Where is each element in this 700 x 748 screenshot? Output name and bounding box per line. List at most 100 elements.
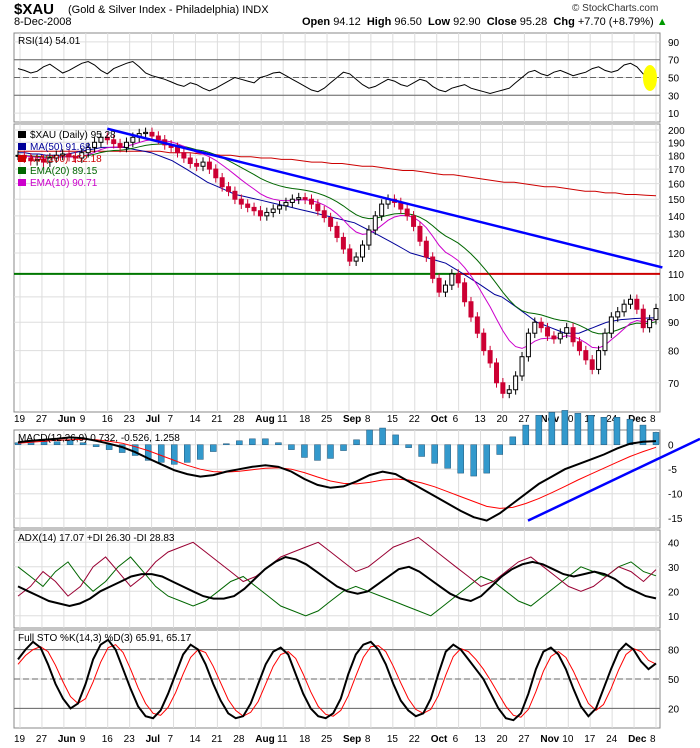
candle-body xyxy=(85,146,91,154)
x-tick-label: 11 xyxy=(277,734,288,745)
candle-body xyxy=(583,350,589,361)
candle-body xyxy=(187,157,193,164)
x-tick-label: 14 xyxy=(189,734,201,745)
candle-body xyxy=(200,161,206,167)
macd-histogram-bar xyxy=(105,444,113,450)
y-tick-label: 170 xyxy=(668,165,685,176)
quote-bar: Open 94.12 High 96.50 Low 92.90 Close 95… xyxy=(302,16,668,28)
candle-body xyxy=(372,215,378,231)
candle-body xyxy=(251,206,257,212)
rsi-highlight-marker xyxy=(643,65,657,91)
candle-body xyxy=(462,282,468,303)
x-tick-label: 20 xyxy=(496,414,508,425)
candle-body xyxy=(525,332,531,358)
x-tick-label: 27 xyxy=(518,734,530,745)
candle-body xyxy=(353,256,359,262)
x-tick-label: 9 xyxy=(80,734,86,745)
macd-histogram-bar xyxy=(431,444,438,464)
candle-body xyxy=(494,362,499,384)
brand-label: © StockCharts.com xyxy=(572,3,659,14)
candle-body xyxy=(28,157,34,162)
candle-body xyxy=(72,156,78,159)
adx-line xyxy=(17,555,657,608)
candle-body xyxy=(532,321,538,334)
candle-body xyxy=(621,303,627,313)
candle-body xyxy=(308,198,314,205)
macd-histogram-bar xyxy=(600,417,608,445)
legend-swatch xyxy=(18,143,26,150)
x-tick-label: 14 xyxy=(189,414,201,425)
candle-body xyxy=(436,277,442,293)
macd-histogram-bar xyxy=(288,444,295,450)
candle-body xyxy=(500,382,506,394)
candle-body xyxy=(411,215,417,227)
y-tick-label: 70 xyxy=(668,379,680,390)
symbol-name: (Gold & Silver Index - Philadelphia) IND… xyxy=(68,4,269,16)
legend-ma200: MA(200) 152.18 xyxy=(30,154,102,165)
x-tick-label: 20 xyxy=(496,734,508,745)
x-tick-label: 6 xyxy=(453,734,459,745)
candle-body xyxy=(117,143,123,148)
macd-histogram-bar xyxy=(353,439,360,445)
x-tick-label: Jul xyxy=(146,734,161,745)
candle-body xyxy=(379,203,385,217)
macd-histogram-bar xyxy=(522,424,530,445)
chart-date: 8-Dec-2008 xyxy=(14,16,72,28)
sto-d-line xyxy=(17,644,657,718)
macd-histogram-bar xyxy=(92,444,100,447)
x-tick-label: 8 xyxy=(650,414,656,425)
candle-body xyxy=(627,298,633,305)
macd-histogram-bar xyxy=(470,444,477,477)
candle-body xyxy=(430,256,436,279)
x-tick-label: 7 xyxy=(168,414,174,425)
macd-histogram-bar xyxy=(184,444,191,463)
up-arrow-icon: ▲ xyxy=(656,16,668,28)
y-tick-label: 70 xyxy=(668,56,680,67)
candle-body xyxy=(41,158,47,163)
y-tick-label: 10 xyxy=(668,612,680,623)
candle-body xyxy=(226,186,232,192)
panel-price xyxy=(13,123,661,413)
y-tick-label: 50 xyxy=(668,675,680,686)
legend-swatch xyxy=(18,155,26,162)
x-tick-label: 17 xyxy=(584,734,596,745)
y-tick-label: 120 xyxy=(668,249,685,260)
legend-swatch xyxy=(18,167,26,174)
macd-histogram-bar xyxy=(483,444,490,474)
y-tick-label: 180 xyxy=(668,151,685,162)
x-tick-label: 25 xyxy=(321,414,333,425)
candle-body xyxy=(519,356,525,377)
macd-histogram-bar xyxy=(301,444,308,458)
x-tick-label: 16 xyxy=(102,414,114,425)
y-tick-label: 160 xyxy=(668,180,685,191)
macd-histogram-bar xyxy=(548,412,556,445)
candle-body xyxy=(66,153,72,158)
candle-body xyxy=(289,198,295,203)
y-tick-label: 90 xyxy=(668,38,680,49)
x-tick-label: Sep xyxy=(343,734,361,745)
y-tick-label: 80 xyxy=(668,347,680,358)
x-tick-label: Sep xyxy=(343,414,361,425)
candle-body xyxy=(92,141,98,148)
legend-swatch xyxy=(18,131,26,138)
macd-histogram-bar xyxy=(79,442,87,445)
candle-body xyxy=(238,198,244,205)
candle-body xyxy=(213,168,219,179)
legend-price: $XAU (Daily) 95.28 xyxy=(30,130,116,141)
candle-body xyxy=(149,131,155,137)
x-tick-label: 21 xyxy=(211,734,223,745)
candle-body xyxy=(232,190,238,200)
x-tick-label: 8 xyxy=(365,414,371,425)
candle-body xyxy=(608,316,614,334)
rsi-label: RSI(14) 54.01 xyxy=(18,36,81,47)
legend-swatch xyxy=(18,179,26,186)
candle-body xyxy=(270,208,276,213)
candle-body xyxy=(449,273,455,286)
x-tick-label: 18 xyxy=(299,414,311,425)
candle-body xyxy=(557,332,563,340)
candle-body xyxy=(640,308,646,329)
x-tick-label: 19 xyxy=(14,414,26,425)
candle-body xyxy=(487,350,493,364)
y-tick-label: 200 xyxy=(668,126,685,137)
candle-body xyxy=(513,375,519,391)
